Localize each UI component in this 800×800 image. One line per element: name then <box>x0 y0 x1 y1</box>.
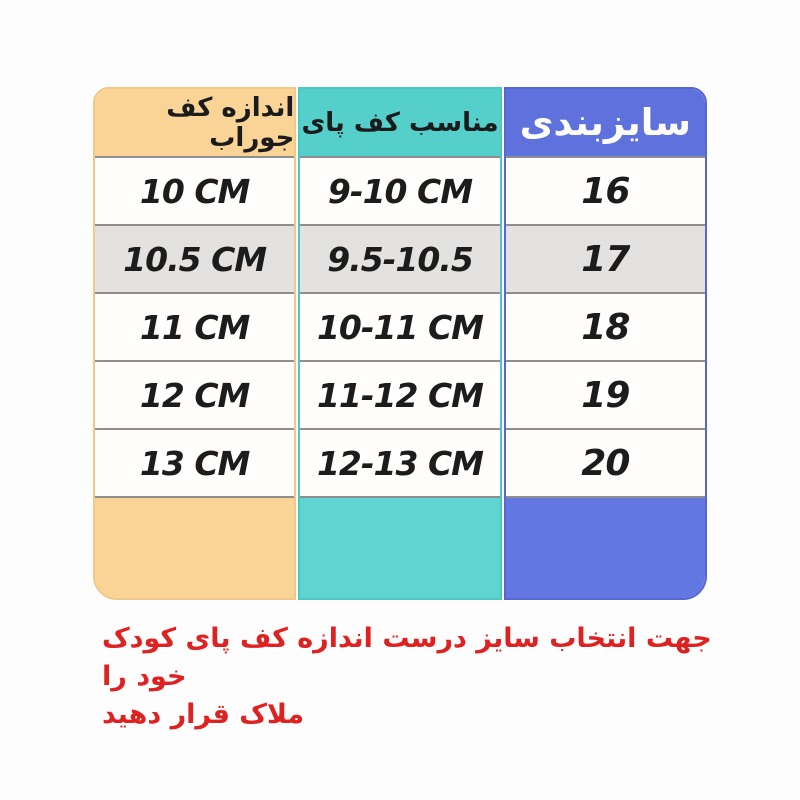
size-guide-note: جهت انتخاب سایز درست اندازه کف پای کودک … <box>102 620 722 734</box>
table-cell-foot-2: 10-11 CM <box>300 292 500 360</box>
table-cell-size-0: 16 <box>505 156 705 224</box>
table-cell-sock-3: 12 CM <box>95 360 295 428</box>
table-cell-size-1: 17 <box>505 224 705 292</box>
column-footer-sock <box>95 496 295 598</box>
column-footer-foot <box>300 496 500 598</box>
column-footer-sizing <box>505 496 705 598</box>
table-cell-sock-1: 10.5 CM <box>95 224 295 292</box>
table-cell-sock-2: 11 CM <box>95 292 295 360</box>
column-sizing: سایزبندی 16 17 18 19 20 <box>503 87 707 600</box>
table-cell-size-3: 19 <box>505 360 705 428</box>
table-cell-size-4: 20 <box>505 428 705 496</box>
column-foot-size: مناسب کف پای 9-10 CM 9.5-10.5 10-11 CM 1… <box>298 87 502 600</box>
table-cell-foot-4: 12-13 CM <box>300 428 500 496</box>
column-header-foot: مناسب کف پای <box>300 89 500 156</box>
column-sock-size: اندازه کف جوراب 10 CM 10.5 CM 11 CM 12 C… <box>93 87 297 600</box>
table-cell-size-2: 18 <box>505 292 705 360</box>
column-header-sizing: سایزبندی <box>505 89 705 156</box>
column-header-sock: اندازه کف جوراب <box>95 89 295 156</box>
size-guide-note-line1: جهت انتخاب سایز درست اندازه کف پای کودک … <box>102 623 712 692</box>
table-cell-foot-3: 11-12 CM <box>300 360 500 428</box>
table-cell-foot-0: 9-10 CM <box>300 156 500 224</box>
size-table: اندازه کف جوراب 10 CM 10.5 CM 11 CM 12 C… <box>93 87 707 600</box>
table-cell-sock-4: 13 CM <box>95 428 295 496</box>
size-guide-note-line2: ملاک قرار دهید <box>102 699 305 730</box>
table-cell-sock-0: 10 CM <box>95 156 295 224</box>
table-cell-foot-1: 9.5-10.5 <box>300 224 500 292</box>
